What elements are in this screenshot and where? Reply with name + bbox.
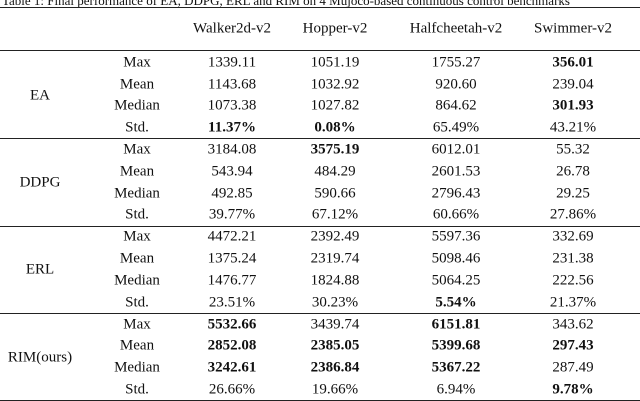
stat-label: Mean bbox=[119, 337, 155, 354]
cell: 1073.38 bbox=[207, 97, 257, 114]
cell: 2385.05 bbox=[310, 337, 360, 354]
cell: 5.54% bbox=[435, 294, 477, 311]
stat-label: Median bbox=[114, 272, 160, 289]
cell: 21.37% bbox=[549, 294, 597, 311]
cell: 1339.11 bbox=[207, 54, 257, 71]
cell: 6.94% bbox=[436, 381, 476, 398]
cell: 332.69 bbox=[552, 228, 594, 245]
cell: 2601.53 bbox=[431, 163, 481, 180]
cell: 4472.21 bbox=[207, 228, 257, 245]
column-header: Hopper-v2 bbox=[302, 20, 368, 37]
cell: 484.29 bbox=[314, 163, 356, 180]
stat-label: Std. bbox=[125, 294, 149, 311]
cell: 5098.46 bbox=[431, 250, 481, 267]
cell: 23.51% bbox=[208, 294, 256, 311]
cell: 492.85 bbox=[211, 185, 253, 202]
stat-label: Max bbox=[123, 141, 151, 158]
cell: 3439.74 bbox=[310, 316, 360, 333]
stat-label: Std. bbox=[125, 381, 149, 398]
cell: 2392.49 bbox=[310, 228, 360, 245]
cell: 864.62 bbox=[435, 97, 477, 114]
cell: 287.49 bbox=[552, 359, 594, 376]
method-label: DDPG bbox=[19, 174, 61, 191]
stat-label: Median bbox=[114, 359, 160, 376]
cell: 39.77% bbox=[208, 206, 256, 223]
cell: 2319.74 bbox=[310, 250, 360, 267]
top-rule bbox=[0, 7, 640, 8]
cell: 1051.19 bbox=[310, 54, 360, 71]
cell: 9.78% bbox=[552, 381, 594, 398]
cell: 222.56 bbox=[552, 272, 594, 289]
cell: 26.78 bbox=[556, 163, 590, 180]
cell: 26.66% bbox=[208, 381, 256, 398]
cell: 5532.66 bbox=[207, 316, 257, 333]
cell: 301.93 bbox=[552, 97, 594, 114]
cell: 5064.25 bbox=[431, 272, 481, 289]
stat-label: Mean bbox=[119, 76, 155, 93]
header-rule bbox=[0, 50, 640, 51]
column-header: Halfcheetah-v2 bbox=[409, 20, 503, 37]
cell: 19.66% bbox=[311, 381, 359, 398]
stat-label: Max bbox=[123, 228, 151, 245]
cell: 1476.77 bbox=[207, 272, 257, 289]
column-header: Swimmer-v2 bbox=[533, 20, 613, 37]
cell: 1032.92 bbox=[310, 76, 360, 93]
cell: 30.23% bbox=[311, 294, 359, 311]
stat-label: Mean bbox=[119, 163, 155, 180]
cell: 239.04 bbox=[552, 76, 594, 93]
cell: 5597.36 bbox=[431, 228, 481, 245]
cell: 1755.27 bbox=[431, 54, 481, 71]
cell: 3575.19 bbox=[310, 141, 360, 158]
method-label: RIM(ours) bbox=[7, 349, 73, 366]
table-caption: Table 1: Final performance of EA, DDPG, … bbox=[2, 0, 570, 8]
cell: 3184.08 bbox=[207, 141, 257, 158]
stat-label: Median bbox=[114, 97, 160, 114]
cell: 65.49% bbox=[432, 119, 480, 136]
stat-label: Max bbox=[123, 316, 151, 333]
stat-label: Mean bbox=[119, 250, 155, 267]
cell: 1143.68 bbox=[207, 76, 257, 93]
cell: 543.94 bbox=[211, 163, 253, 180]
cell: 2386.84 bbox=[310, 359, 360, 376]
cell: 343.62 bbox=[552, 316, 594, 333]
method-label: EA bbox=[30, 87, 50, 104]
row-rule bbox=[0, 225, 640, 227]
stat-label: Std. bbox=[125, 119, 149, 136]
cell: 356.01 bbox=[552, 54, 594, 71]
cell: 297.43 bbox=[552, 337, 594, 354]
cell: 0.08% bbox=[314, 119, 356, 136]
method-label: ERL bbox=[25, 261, 55, 278]
cell: 43.21% bbox=[549, 119, 597, 136]
cell: 3242.61 bbox=[207, 359, 257, 376]
cell: 67.12% bbox=[311, 206, 359, 223]
cell: 6012.01 bbox=[431, 141, 481, 158]
stat-label: Std. bbox=[125, 206, 149, 223]
cell: 920.60 bbox=[435, 76, 477, 93]
stat-label: Max bbox=[123, 54, 151, 71]
cell: 6151.81 bbox=[431, 316, 481, 333]
cell: 590.66 bbox=[314, 185, 356, 202]
cell: 29.25 bbox=[556, 185, 590, 202]
cell: 11.37% bbox=[208, 119, 256, 136]
cell: 60.66% bbox=[432, 206, 480, 223]
cell: 2852.08 bbox=[207, 337, 257, 354]
cell: 5367.22 bbox=[431, 359, 481, 376]
cell: 1824.88 bbox=[310, 272, 360, 289]
row-rule bbox=[0, 312, 640, 314]
cell: 1027.82 bbox=[310, 97, 360, 114]
row-rule bbox=[0, 138, 640, 140]
cell: 1375.24 bbox=[207, 250, 257, 267]
cell: 2796.43 bbox=[431, 185, 481, 202]
cell: 5399.68 bbox=[431, 337, 481, 354]
cell: 231.38 bbox=[552, 250, 594, 267]
column-header: Walker2d-v2 bbox=[193, 20, 271, 37]
cell: 55.32 bbox=[556, 141, 590, 158]
cell: 27.86% bbox=[549, 206, 597, 223]
stat-label: Median bbox=[114, 185, 160, 202]
